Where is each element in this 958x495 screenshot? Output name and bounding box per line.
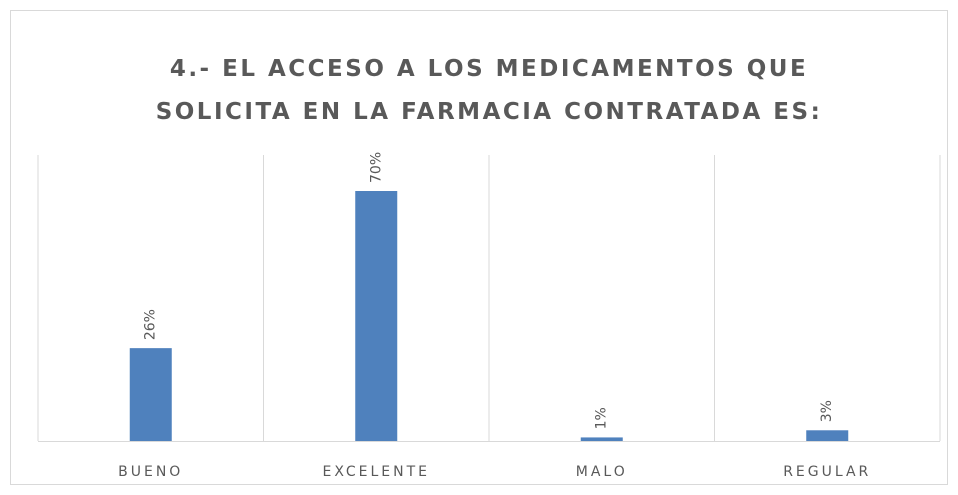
x-tick-label: REGULAR [783,464,871,480]
value-label: 26% [143,309,159,340]
bar [580,437,623,441]
bar [806,430,849,441]
value-label: 70% [368,152,384,183]
chart-title: SOLICITA EN LA FARMACIA CONTRATADA ES: [156,99,823,125]
x-tick-label: MALO [576,464,628,480]
x-tick-label: EXCELENTE [322,464,430,480]
value-label: 1% [594,407,610,429]
chart-title: 4.- EL ACCESO A LOS MEDICAMENTOS QUE [170,56,808,82]
bar [355,191,398,441]
bar [129,348,172,441]
x-tick-label: BUENO [118,464,183,480]
value-label: 3% [819,400,835,422]
